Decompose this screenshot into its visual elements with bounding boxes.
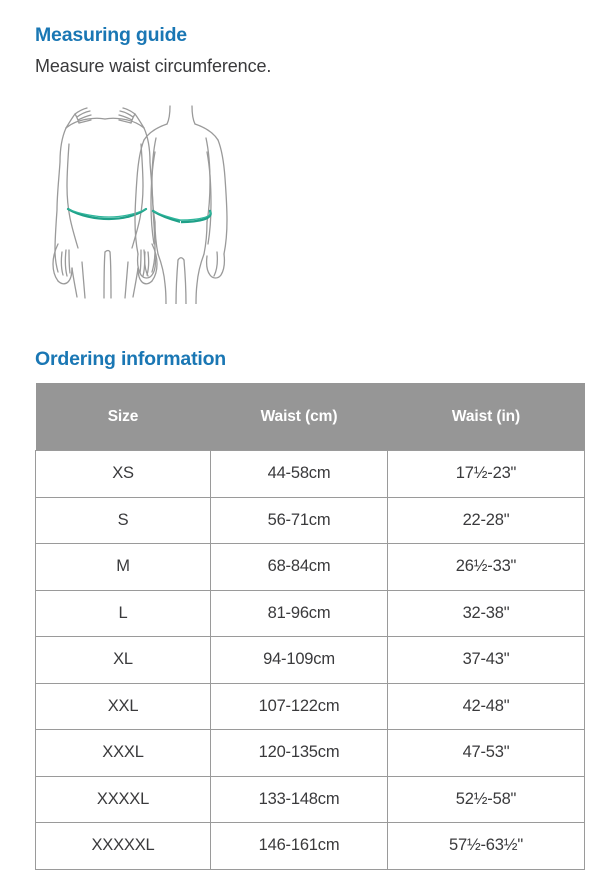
cell-size: S (35, 496, 211, 544)
cell-waist-in: 52½-58" (387, 775, 585, 823)
cell-waist-cm: 44-58cm (210, 450, 388, 498)
cell-size: XXXL (35, 729, 211, 777)
cell-waist-in: 17½-23" (387, 450, 585, 498)
table-row: XXL 107-122cm 42-48" (35, 682, 585, 730)
table-row: XXXXL 133-148cm 52½-58" (35, 775, 585, 823)
cell-waist-in: 47-53" (387, 729, 585, 777)
cell-size: XXL (35, 682, 211, 730)
cell-waist-cm: 81-96cm (210, 589, 388, 637)
ordering-information-heading: Ordering information (35, 348, 227, 370)
size-chart-table: Size Waist (cm) Waist (in) XS 44-58cm 17… (35, 383, 585, 870)
cell-waist-cm: 107-122cm (210, 682, 388, 730)
male-back-torso-figure (134, 105, 228, 304)
table-row: XS 44-58cm 17½-23" (35, 450, 585, 498)
table-row: M 68-84cm 26½-33" (35, 543, 585, 591)
cell-waist-in: 32-38" (387, 589, 585, 637)
cell-waist-in: 37-43" (387, 636, 585, 684)
cell-waist-cm: 146-161cm (210, 822, 388, 870)
column-header-size: Size (35, 383, 211, 451)
table-row: L 81-96cm 32-38" (35, 589, 585, 637)
cell-waist-cm: 68-84cm (210, 543, 388, 591)
table-header-row: Size Waist (cm) Waist (in) (35, 383, 585, 451)
cell-size: M (35, 543, 211, 591)
table-row: S 56-71cm 22-28" (35, 496, 585, 544)
waist-measurement-band-right (151, 209, 212, 224)
waist-measurement-band-left (66, 207, 148, 221)
cell-size: L (35, 589, 211, 637)
cell-waist-cm: 94-109cm (210, 636, 388, 684)
table-header: Size Waist (cm) Waist (in) (35, 383, 585, 451)
table-row: XL 94-109cm 37-43" (35, 636, 585, 684)
column-header-waist-in: Waist (in) (387, 383, 585, 451)
cell-waist-cm: 120-135cm (210, 729, 388, 777)
cell-waist-cm: 133-148cm (210, 775, 388, 823)
table-body: XS 44-58cm 17½-23" S 56-71cm 22-28" M 68… (35, 450, 585, 870)
measuring-illustration (22, 92, 292, 304)
cell-size: XS (35, 450, 211, 498)
cell-waist-in: 57½-63½" (387, 822, 585, 870)
cell-waist-in: 26½-33" (387, 543, 585, 591)
measuring-guide-heading: Measuring guide (35, 24, 187, 46)
cell-size: XXXXXL (35, 822, 211, 870)
column-header-waist-cm: Waist (cm) (210, 383, 388, 451)
cell-waist-in: 22-28" (387, 496, 585, 544)
measuring-guide-subtitle: Measure waist circumference. (35, 56, 272, 76)
cell-size: XL (35, 636, 211, 684)
cell-waist-cm: 56-71cm (210, 496, 388, 544)
table-row: XXXXXL 146-161cm 57½-63½" (35, 822, 585, 870)
table-row: XXXL 120-135cm 47-53" (35, 729, 585, 777)
cell-waist-in: 42-48" (387, 682, 585, 730)
cell-size: XXXXL (35, 775, 211, 823)
female-back-torso-figure (52, 107, 158, 299)
